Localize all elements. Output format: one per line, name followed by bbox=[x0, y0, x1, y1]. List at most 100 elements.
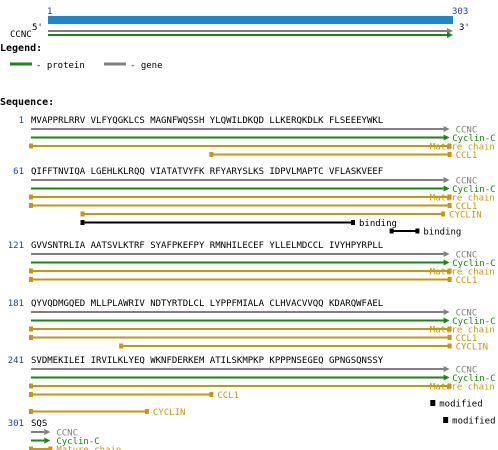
feature-label: CCL1 bbox=[456, 334, 478, 344]
feature-start-cap bbox=[29, 446, 33, 450]
feature-track-mature: CYCLIN bbox=[80, 211, 482, 221]
feature-end-cap bbox=[441, 211, 446, 217]
feature-start-cap bbox=[80, 211, 85, 217]
feature-track-modified: modified bbox=[443, 417, 496, 427]
feature-track-gene: CCNC bbox=[31, 251, 477, 261]
feature-end-cap bbox=[447, 203, 452, 208]
feature-track-gene: CCNC bbox=[31, 429, 78, 439]
block-position-number: 301 bbox=[8, 419, 24, 429]
feature-start-cap bbox=[80, 220, 85, 225]
feature-arrowhead bbox=[443, 177, 450, 183]
sequence-block: 1 MVAPPRLRRV VLFYQGKLCS MAGNFWQSSH YLQWIL… bbox=[19, 116, 496, 161]
feature-start-cap bbox=[29, 203, 33, 208]
feature-arrowhead bbox=[443, 126, 450, 132]
feature-track-mature: Mature chain bbox=[29, 268, 495, 278]
feature-label: CYCLIN bbox=[449, 211, 482, 221]
feature-track-mature: Mature chain bbox=[29, 194, 495, 204]
feature-label: Mature chain bbox=[430, 383, 495, 393]
feature-label: CCNC bbox=[456, 251, 478, 261]
feature-label: CCNC bbox=[456, 126, 478, 136]
feature-start-cap bbox=[209, 152, 214, 157]
feature-track-mature: CYCLIN bbox=[29, 408, 185, 418]
feature-label: Mature chain bbox=[430, 194, 495, 204]
feature-label: CYCLIN bbox=[456, 343, 489, 353]
feature-label: CCNC bbox=[56, 429, 78, 439]
sequence-blocks: 1 MVAPPRLRRV VLFYQGKLCS MAGNFWQSSH YLQWIL… bbox=[8, 116, 496, 450]
feature-label: Mature chain bbox=[56, 446, 121, 450]
feature-label: CCL1 bbox=[456, 151, 478, 161]
feature-arrowhead bbox=[443, 366, 450, 372]
feature-arrowhead bbox=[44, 437, 51, 444]
sequence-block: 121 GVVSNTRLIA AATSVLKTRF SYAFPKEFPY RMNH… bbox=[8, 241, 496, 286]
feature-arrowhead bbox=[443, 317, 450, 324]
feature-track-gene: CCNC bbox=[31, 309, 477, 319]
feature-label: Mature chain bbox=[430, 268, 495, 278]
feature-end-cap bbox=[48, 446, 53, 450]
overview-three-prime: 3' bbox=[459, 23, 470, 33]
feature-end-cap bbox=[447, 326, 452, 332]
block-sequence-text: MVAPPRLRRV VLFYQGKLCS MAGNFWQSSH YLQWILD… bbox=[31, 116, 383, 126]
feature-start-cap bbox=[29, 277, 33, 282]
feature-end-cap bbox=[447, 383, 452, 389]
feature-end-cap bbox=[447, 152, 452, 157]
overview-end-number: 303 bbox=[452, 7, 468, 17]
feature-arrowhead bbox=[44, 429, 51, 435]
feature-label: Cyclin-C bbox=[56, 437, 99, 447]
block-sequence-text: QIFFTNVIQA LGEHLKLRQQ VIATATVYFK RFYARYS… bbox=[31, 167, 383, 177]
feature-track-protein: Cyclin-C bbox=[31, 259, 496, 269]
sequence-block: 241 SVDMEKILEI IRVILKLYEQ WKNFDERKEM ATIL… bbox=[8, 356, 496, 427]
feature-track-mature: CCL1 bbox=[29, 202, 477, 212]
feature-end-cap bbox=[447, 194, 452, 200]
sequence-block: 61 QIFFTNVIQA LGEHLKLRQQ VIATATVYFK RFYAR… bbox=[13, 167, 495, 238]
feature-end-cap bbox=[447, 268, 452, 274]
legend-protein-label: - protein bbox=[36, 61, 85, 71]
feature-track-gene: CCNC bbox=[31, 366, 477, 376]
feature-arrowhead bbox=[443, 309, 450, 315]
feature-label: Mature chain bbox=[430, 326, 495, 336]
feature-start-cap bbox=[29, 335, 33, 340]
block-position-number: 181 bbox=[8, 299, 24, 309]
feature-start-cap bbox=[29, 392, 33, 397]
feature-start-cap bbox=[29, 194, 33, 200]
feature-label: Cyclin-C bbox=[452, 185, 495, 195]
block-sequence-text: SQS bbox=[31, 419, 47, 429]
legend-title: Legend: bbox=[0, 43, 42, 54]
feature-label: CYCLIN bbox=[153, 408, 186, 418]
feature-track-protein: Cyclin-C bbox=[31, 374, 496, 384]
overview-tracks bbox=[48, 28, 453, 38]
feature-label: CCNC bbox=[456, 177, 478, 187]
feature-label: CCL1 bbox=[456, 276, 478, 286]
feature-label: modified bbox=[439, 400, 482, 410]
block-sequence-text: GVVSNTRLIA AATSVLKTRF SYAFPKEFPY RMNHILE… bbox=[31, 241, 383, 251]
feature-end-cap bbox=[415, 228, 420, 234]
sequence-block: 181 QYVQDMGQED MLLPLAWRIV NDTYRTDLCL LYPP… bbox=[8, 299, 496, 353]
feature-label: Cyclin-C bbox=[452, 374, 495, 384]
feature-start-cap bbox=[119, 343, 124, 349]
feature-label: Cyclin-C bbox=[452, 317, 495, 327]
feature-arrowhead bbox=[443, 185, 450, 192]
feature-track-modified: modified bbox=[430, 400, 483, 410]
feature-label: modified bbox=[452, 417, 495, 427]
feature-label: binding bbox=[359, 219, 397, 229]
feature-end-cap bbox=[447, 335, 452, 340]
block-position-number: 1 bbox=[19, 116, 24, 126]
feature-arrowhead bbox=[443, 259, 450, 266]
block-sequence-text: QYVQDMGQED MLLPLAWRIV NDTYRTDLCL LYPPFMI… bbox=[31, 299, 383, 309]
feature-end-cap bbox=[447, 277, 452, 282]
feature-end-cap bbox=[447, 343, 452, 349]
overview: 1 303 5' 3' CCNC bbox=[10, 7, 470, 40]
feature-label: Mature chain bbox=[430, 143, 495, 153]
feature-track-mature: CYCLIN bbox=[119, 343, 488, 353]
feature-label: Cyclin-C bbox=[452, 259, 495, 269]
feature-end-cap bbox=[351, 220, 355, 225]
legend: Legend: - protein - gene bbox=[0, 43, 163, 71]
feature-track-mature: Mature chain bbox=[29, 326, 495, 336]
overview-start-number: 1 bbox=[47, 7, 52, 17]
feature-track-mature: Mature chain bbox=[29, 383, 495, 393]
feature-track-protein: Cyclin-C bbox=[31, 317, 496, 327]
feature-track-gene: CCNC bbox=[31, 126, 477, 136]
feature-start-cap bbox=[29, 383, 33, 389]
feature-start-cap bbox=[389, 228, 394, 234]
